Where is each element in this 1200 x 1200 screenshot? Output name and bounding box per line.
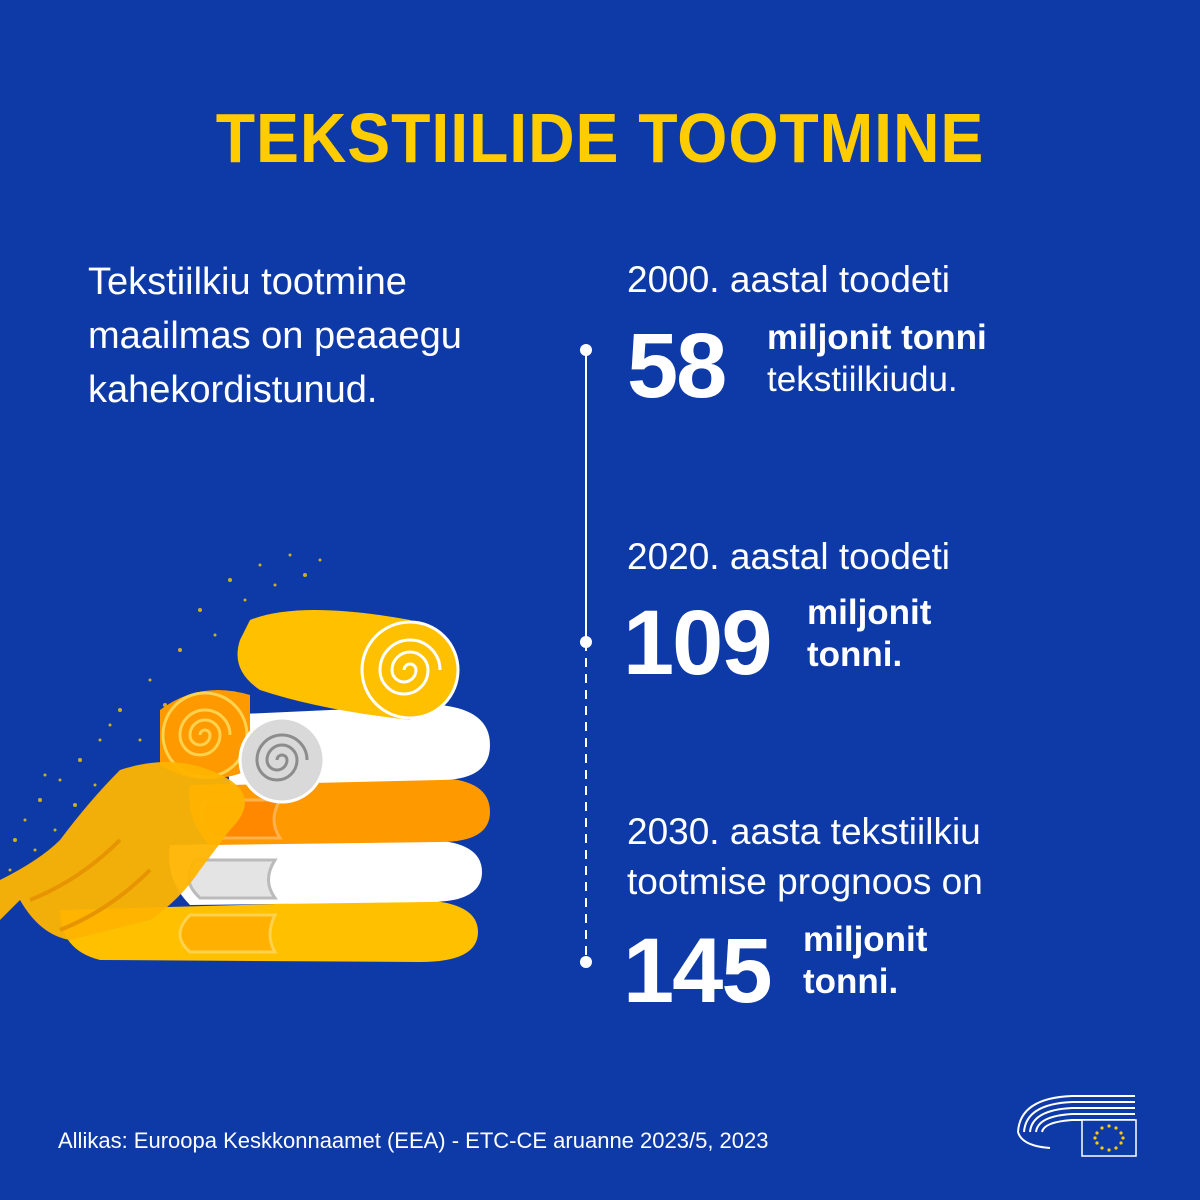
- entry-number: 109: [623, 592, 772, 694]
- entry-unit: miljonit tonni.: [807, 592, 931, 676]
- entry-2030: 2030. aasta tekstiilkiu tootmise prognoo…: [623, 807, 1147, 1017]
- entry-unit-bold: miljonit: [807, 593, 932, 632]
- entry-2020: 2020. aastal toodeti 109 miljonit tonni.: [623, 532, 1147, 692]
- entry-unit-plain: tonni.: [803, 962, 899, 1001]
- source-note: Allikas: Euroopa Keskkonnaamet (EEA) - E…: [58, 1128, 769, 1153]
- entry-2000: 2000. aastal toodeti 58 miljonit tonni t…: [627, 255, 1147, 415]
- folded-textiles-illustration: [0, 553, 490, 962]
- entry-lead: 2020. aastal toodeti: [627, 536, 950, 577]
- entry-lead: 2000. aastal toodeti: [627, 259, 950, 300]
- entry-unit-plain: tonni.: [807, 635, 903, 674]
- entry-number: 58: [627, 315, 727, 417]
- intro-line: kahekordistunud.: [88, 369, 378, 411]
- timeline-dot: [580, 344, 592, 356]
- entry-unit: miljonit tonni.: [803, 919, 927, 1003]
- entry-lead: tootmise prognoos on: [627, 861, 983, 902]
- timeline-dot: [580, 636, 592, 648]
- entry-unit-bold: miljonit: [803, 920, 928, 959]
- entry-unit-bold: miljonit tonni: [767, 318, 987, 357]
- entry-unit: miljonit tonni tekstiilkiudu.: [767, 317, 987, 401]
- intro-line: Tekstiilkiu tootmine: [88, 261, 407, 303]
- intro-line: maailmas on peaaegu: [88, 315, 462, 357]
- entry-number: 145: [623, 920, 772, 1022]
- timeline-line: [580, 344, 592, 968]
- entry-unit-plain: tekstiilkiudu.: [767, 360, 958, 399]
- entry-lead: 2030. aasta tekstiilkiu: [627, 811, 981, 852]
- european-parliament-logo: [1017, 1095, 1137, 1157]
- page-title: TEKSTIILIDE TOOTMINE: [215, 99, 985, 177]
- timeline-dot: [580, 956, 592, 968]
- intro-text: Tekstiilkiu tootmine maailmas on peaaegu…: [88, 255, 528, 417]
